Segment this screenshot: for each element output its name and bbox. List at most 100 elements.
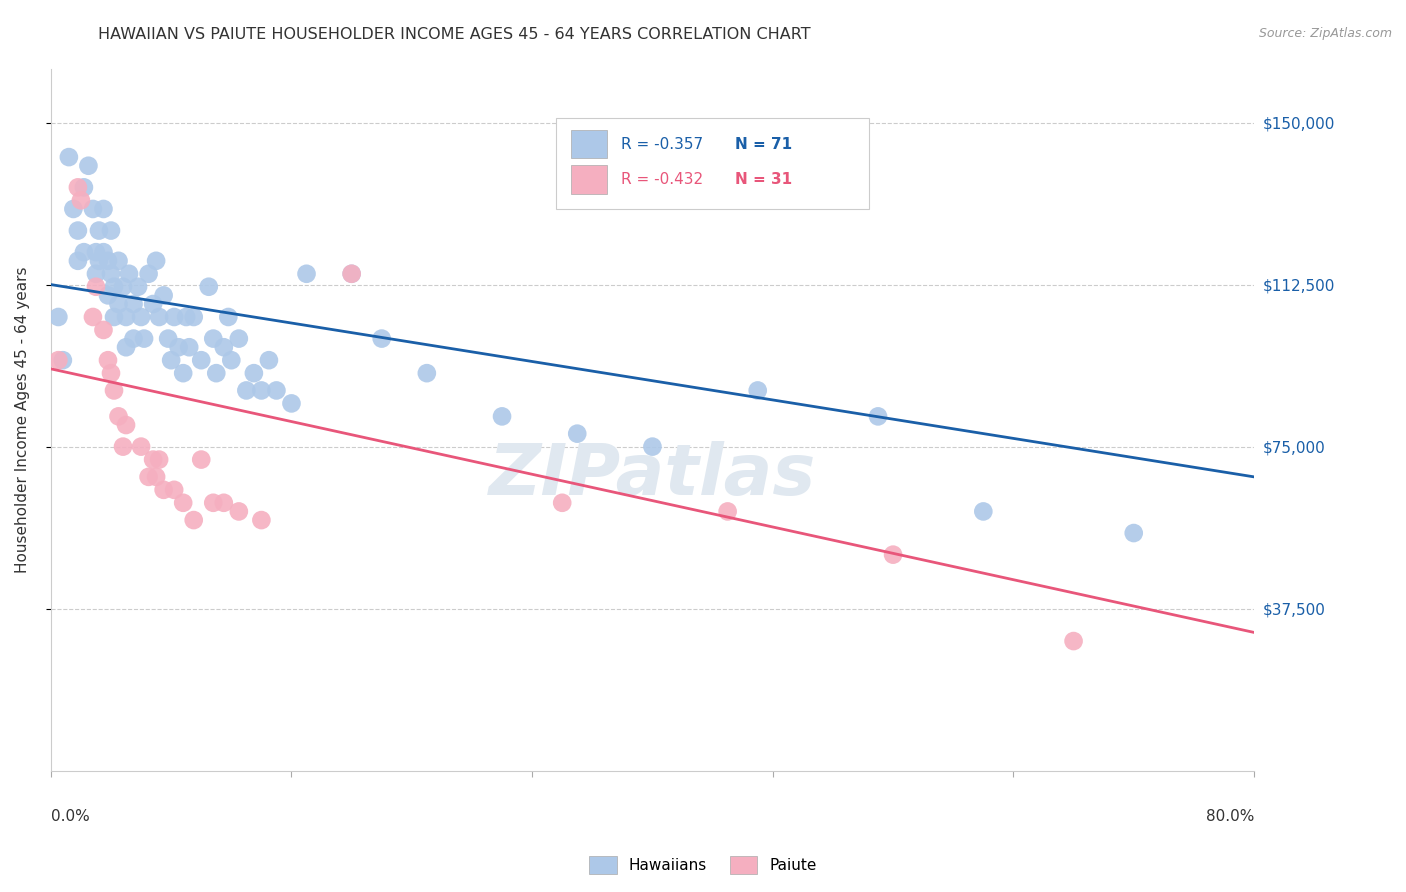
Point [48,353,70,368]
Point [257,353,280,368]
Point [112,279,135,293]
Point [641,440,664,454]
Point [167,340,190,354]
Point [235,384,257,398]
Point [100,267,122,281]
Point [551,496,574,510]
Point [217,310,239,324]
Point [250,513,273,527]
Point [138,267,160,281]
Point [370,332,392,346]
Point [148,310,170,324]
Text: 80.0%: 80.0% [1206,809,1254,824]
Point [129,440,152,454]
Text: HAWAIIAN VS PAIUTE HOUSEHOLDER INCOME AGES 45 - 64 YEARS CORRELATION CHART: HAWAIIAN VS PAIUTE HOUSEHOLDER INCOME AG… [98,27,811,42]
Point [82,202,104,216]
Point [491,409,513,424]
Point [70,194,93,208]
Point [148,452,170,467]
Point [66,253,89,268]
Y-axis label: Householder Income Ages 45 - 64 years: Householder Income Ages 45 - 64 years [15,267,30,573]
Bar [571,130,607,159]
Point [250,384,273,398]
Point [82,310,104,324]
Point [48,310,70,324]
Point [103,384,125,398]
Bar [571,165,607,194]
Point [174,310,197,324]
Point [179,340,201,354]
Point [183,513,205,527]
Point [103,310,125,324]
Point [118,267,141,281]
Point [152,288,174,302]
Point [73,180,96,194]
Point [212,340,235,354]
Point [160,353,183,368]
Point [1122,526,1144,541]
Point [567,426,589,441]
Point [157,332,180,346]
Point [52,353,75,368]
Point [87,223,110,237]
Point [747,384,769,398]
Point [163,310,186,324]
Point [122,297,145,311]
Point [340,267,363,281]
Point [882,548,904,562]
Point [84,245,107,260]
Point [87,253,110,268]
Point [100,223,122,237]
Point [295,267,318,281]
Point [416,366,439,380]
Point [190,452,212,467]
Point [115,417,138,432]
Point [62,202,84,216]
Point [97,353,120,368]
Point [66,223,89,237]
Point [66,180,89,194]
Text: N = 31: N = 31 [735,172,793,187]
Point [100,366,122,380]
Point [58,150,80,164]
Point [115,340,138,354]
Point [127,279,149,293]
Text: R = -0.432: R = -0.432 [621,172,703,187]
Point [172,366,194,380]
Point [73,245,96,260]
Text: N = 71: N = 71 [735,136,793,152]
Point [202,496,225,510]
Legend: Hawaiians, Paiute: Hawaiians, Paiute [583,850,823,880]
Point [129,310,152,324]
Point [212,496,235,510]
Point [112,440,135,454]
Point [172,496,194,510]
FancyBboxPatch shape [557,118,869,209]
Point [866,409,889,424]
Point [205,366,228,380]
Point [266,384,288,398]
Text: ZIPatlas: ZIPatlas [489,442,815,510]
Point [138,470,160,484]
Point [717,504,740,518]
Point [84,279,107,293]
Point [93,323,115,337]
Point [340,267,363,281]
Point [107,297,129,311]
Point [115,310,138,324]
Point [228,504,250,518]
Point [84,267,107,281]
Text: Source: ZipAtlas.com: Source: ZipAtlas.com [1258,27,1392,40]
Point [132,332,155,346]
Point [142,452,165,467]
Point [93,202,115,216]
Point [77,159,100,173]
Point [972,504,994,518]
Point [103,279,125,293]
Point [1063,634,1085,648]
Text: 0.0%: 0.0% [51,809,90,824]
Point [107,253,129,268]
Point [122,332,145,346]
Point [163,483,186,497]
Point [152,483,174,497]
